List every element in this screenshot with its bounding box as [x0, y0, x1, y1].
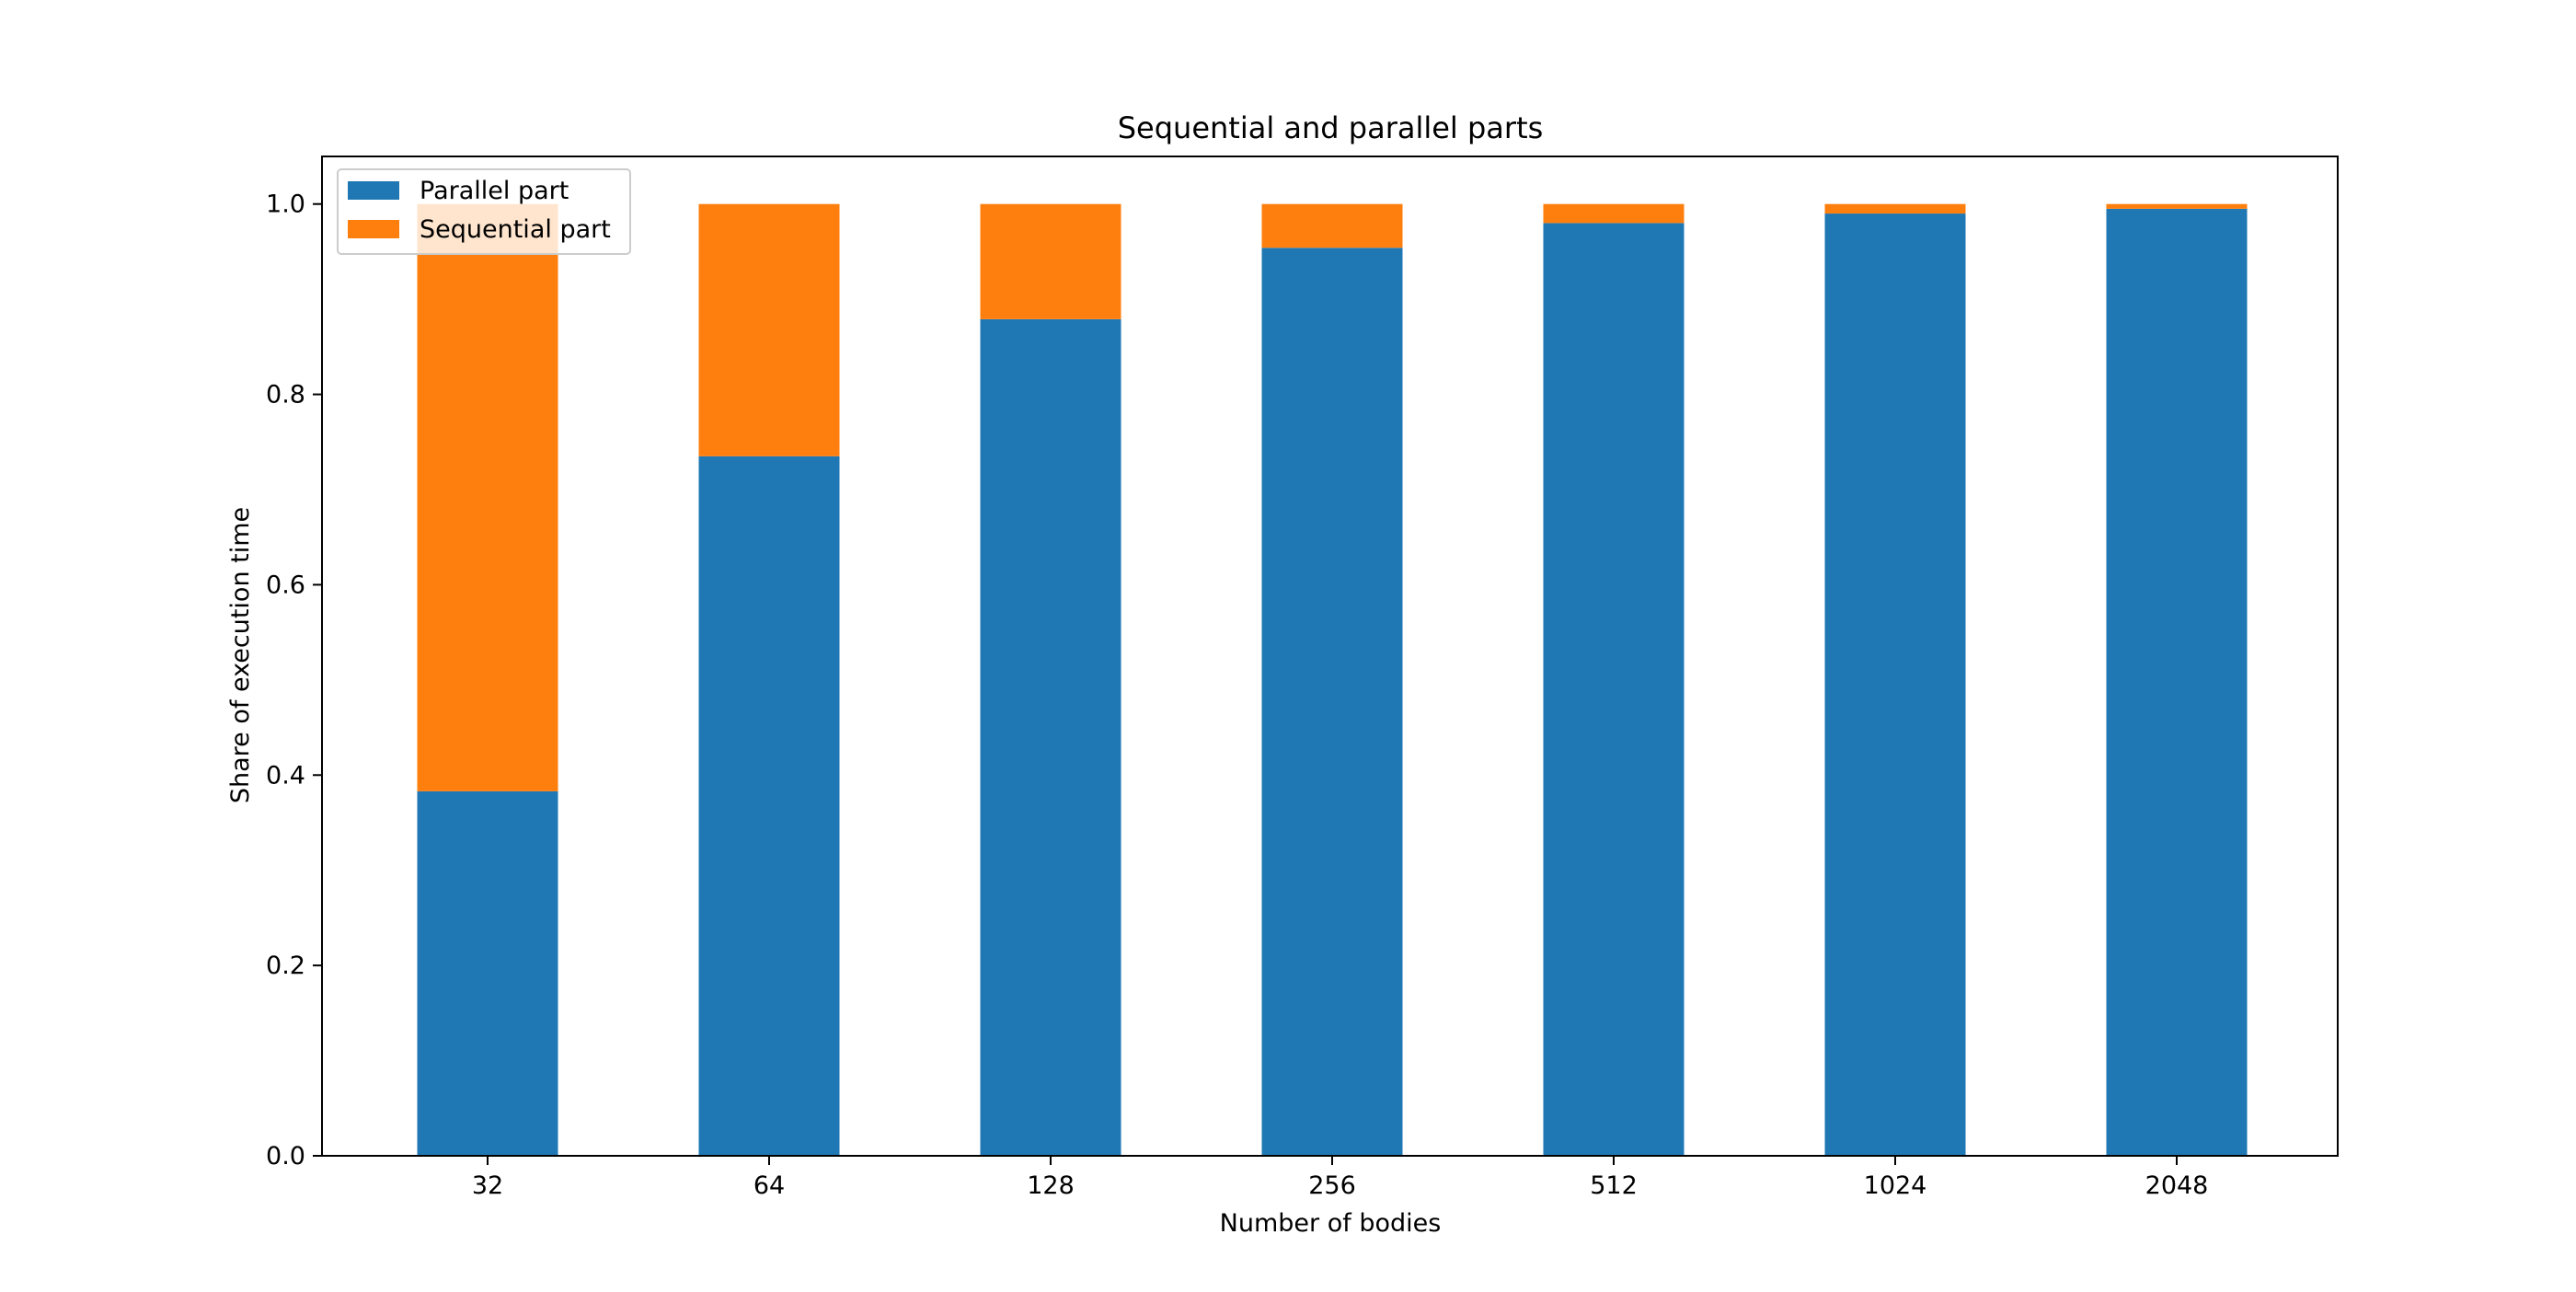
legend: Parallel part Sequential part: [337, 168, 631, 255]
plot-frame: [321, 156, 2339, 1157]
bar-parallel-256: [1261, 248, 1403, 1156]
legend-label-parallel: Parallel part: [420, 177, 569, 205]
bar-parallel-64: [698, 456, 840, 1156]
chart-title: Sequential and parallel parts: [1118, 110, 1544, 145]
x-axis-label: Number of bodies: [1220, 1209, 1442, 1238]
y-tick-label: 0.8: [266, 381, 305, 410]
bar-parallel-2048: [2106, 208, 2248, 1156]
x-tick-label: 1024: [1864, 1171, 1927, 1200]
legend-swatch-sequential: [348, 220, 399, 238]
y-tick-label: 0.4: [266, 761, 305, 790]
y-tick-label: 0.6: [266, 571, 305, 599]
bar-sequential-256: [1261, 203, 1403, 248]
bar-sequential-2048: [2106, 203, 2248, 209]
x-tick-label: 512: [1590, 1171, 1638, 1200]
x-tick-label: 64: [753, 1171, 785, 1200]
bar-parallel-1024: [1824, 213, 1966, 1157]
legend-swatch-parallel: [348, 181, 399, 200]
x-tick-label: 32: [472, 1171, 503, 1200]
bar-parallel-32: [417, 790, 558, 1156]
x-tick-label: 256: [1308, 1171, 1356, 1200]
y-tick-label: 0.0: [266, 1142, 305, 1171]
legend-label-sequential: Sequential part: [420, 215, 611, 244]
bar-parallel-128: [980, 318, 1121, 1156]
bar-sequential-128: [980, 203, 1121, 319]
bar-sequential-1024: [1824, 203, 1966, 214]
x-tick-label: 128: [1027, 1171, 1075, 1200]
y-tick-label: 1.0: [266, 190, 305, 219]
bar-sequential-512: [1543, 203, 1685, 224]
y-axis-label: Share of execution time: [226, 507, 255, 803]
legend-box: [337, 168, 631, 255]
bar-sequential-32: [417, 203, 558, 791]
bar-sequential-64: [698, 203, 840, 456]
y-axis-ticks: 0.0 0.2 0.4 0.6 0.8 1.0: [266, 190, 322, 1171]
bar-parallel-512: [1543, 223, 1685, 1156]
y-tick-label: 0.2: [266, 952, 305, 980]
bars-group: [417, 203, 2248, 1157]
x-tick-label: 2048: [2145, 1171, 2209, 1200]
x-axis-ticks: 32 64 128 256 512 1024 2048: [472, 1156, 2209, 1200]
